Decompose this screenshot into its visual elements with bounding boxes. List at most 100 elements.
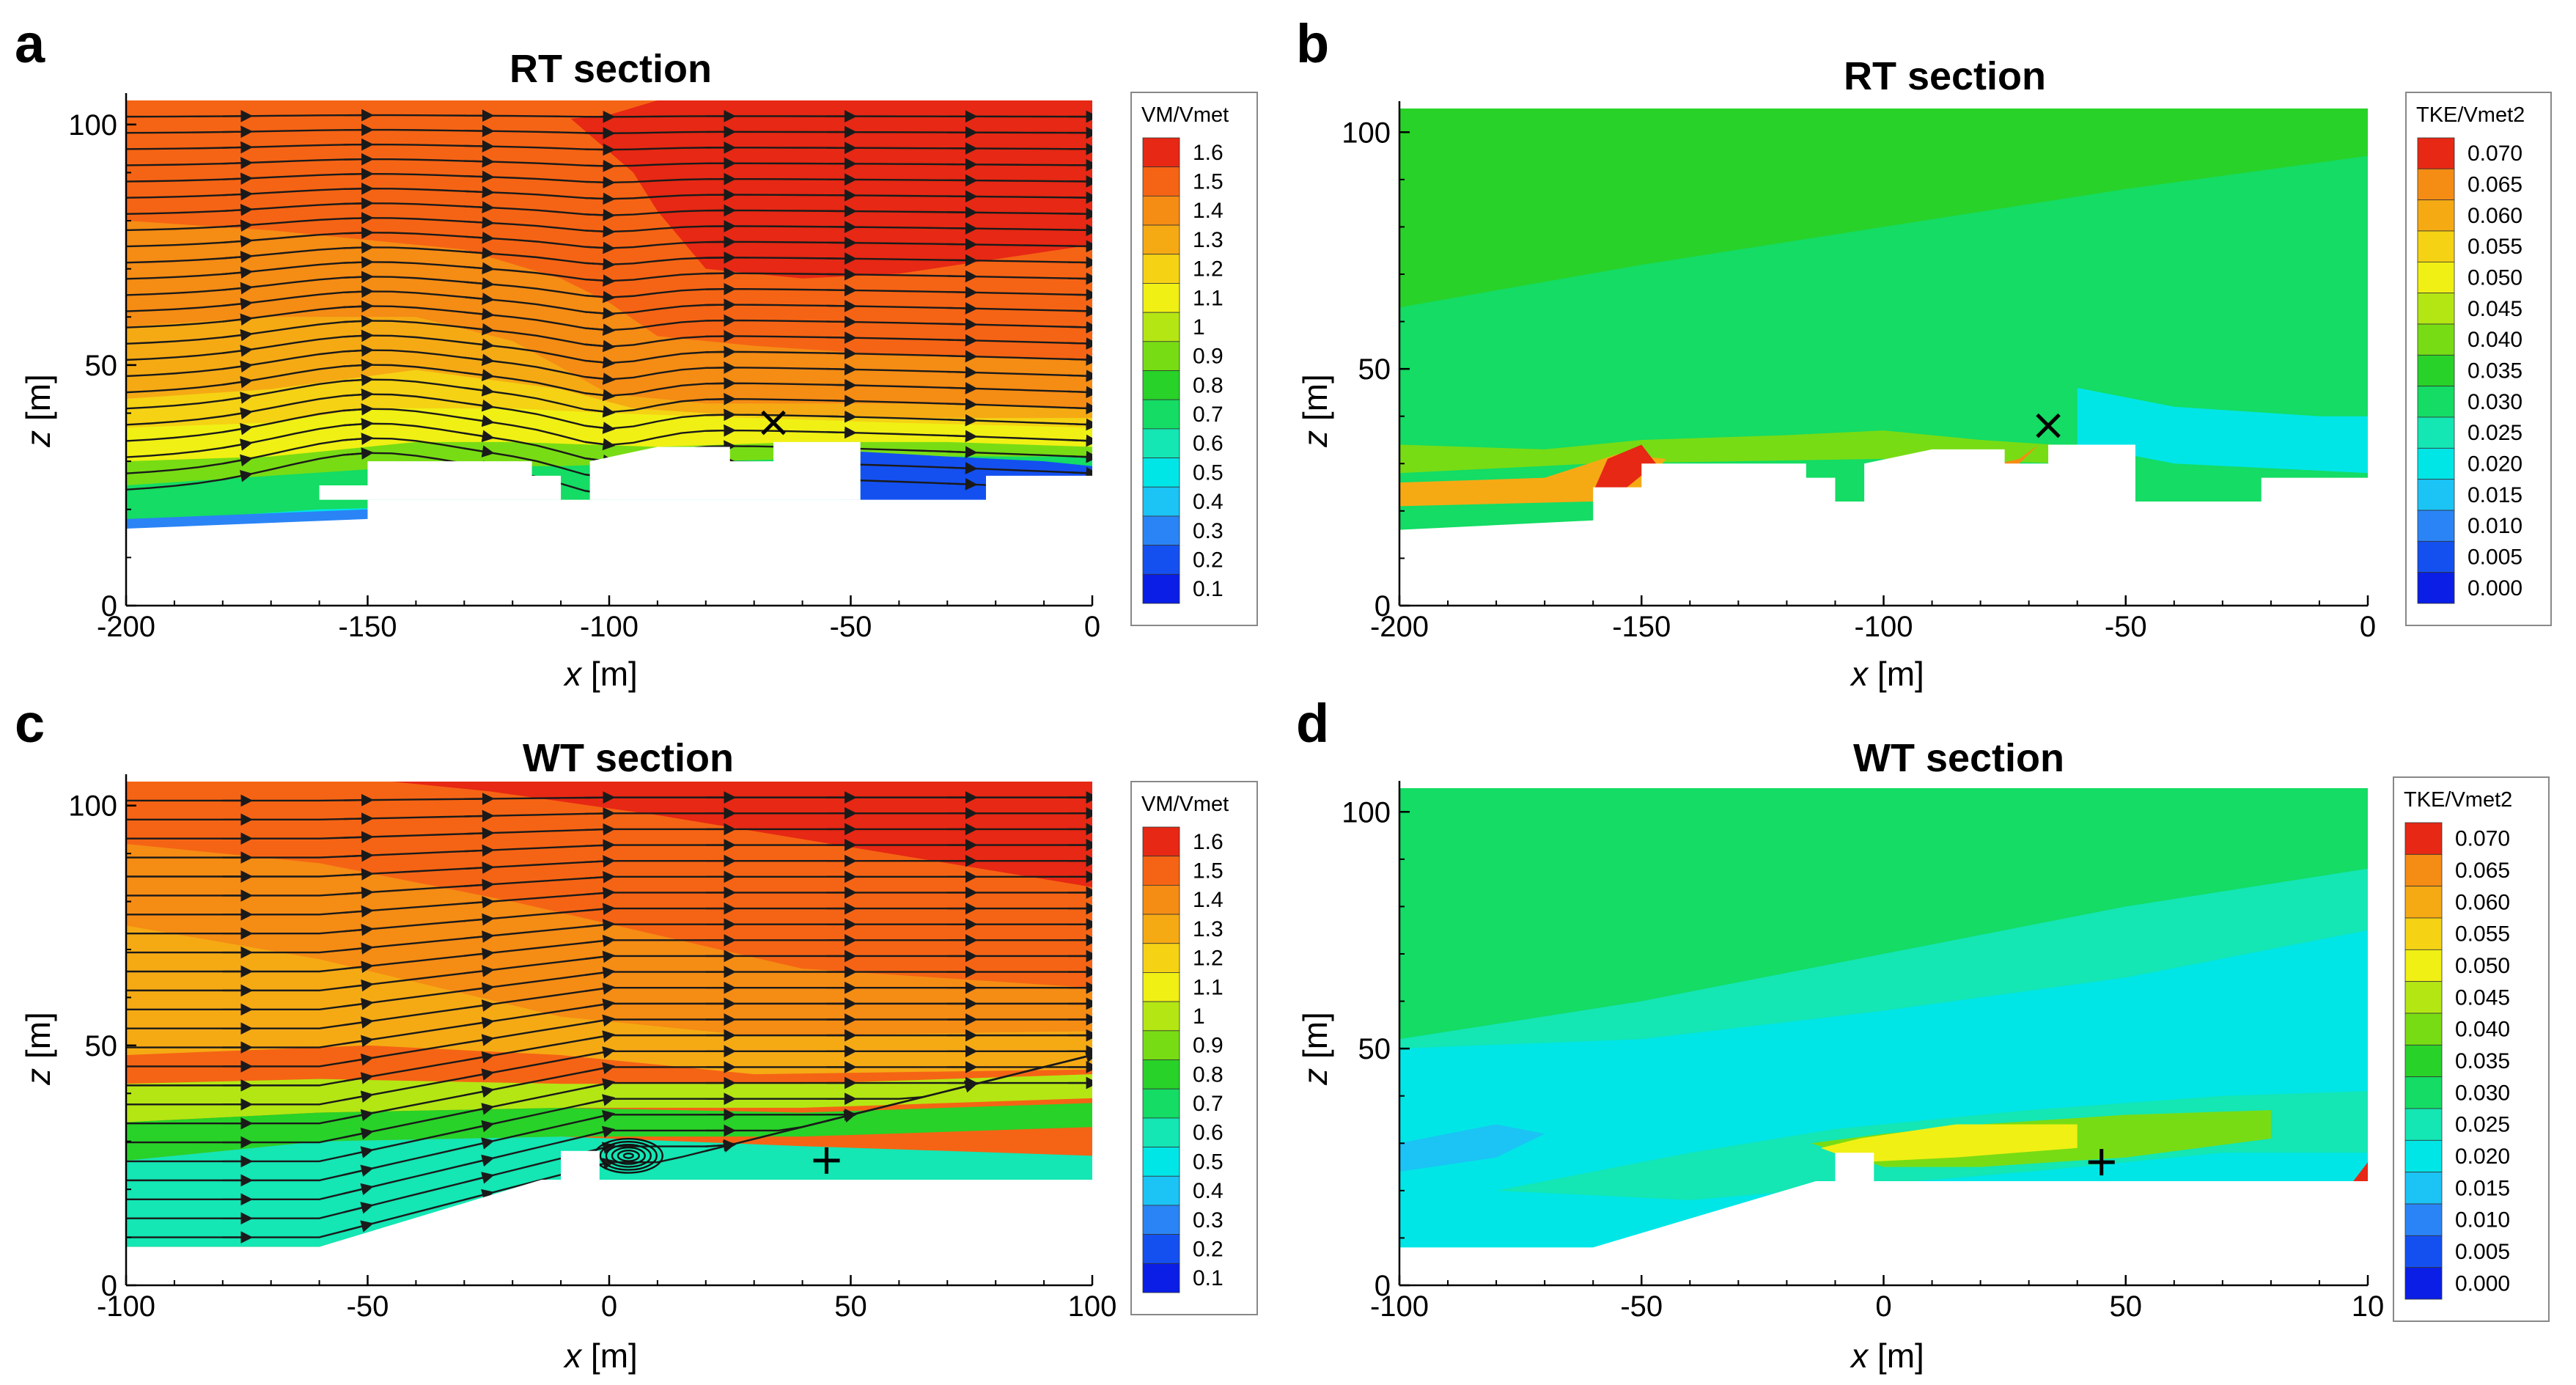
streamline-arrow <box>464 231 495 244</box>
streamline-arrow <box>222 407 254 420</box>
streamline-arrow <box>584 290 616 304</box>
panel-letter-b: b <box>1296 13 1329 74</box>
vortex-ring <box>622 1152 634 1159</box>
panel-letter-d: d <box>1296 693 1329 754</box>
streamline-arrow <box>343 403 374 416</box>
legend-label: 0.1 <box>1193 577 1223 601</box>
y-tick-label: 50 <box>85 1030 118 1062</box>
legend-swatch <box>2404 1139 2443 1173</box>
y-axis-label: z [m] <box>1296 1012 1334 1086</box>
streamline-arrow <box>343 241 374 254</box>
legend-swatch <box>1142 195 1180 226</box>
legend-label: 1.5 <box>1193 170 1223 194</box>
x-tick-label: 10 <box>2352 1290 2385 1323</box>
streamline-arrow <box>584 438 616 451</box>
streamline-arrow <box>584 903 616 916</box>
legend-swatch <box>1142 1001 1180 1032</box>
legend-swatch <box>2417 168 2455 201</box>
legend-label: 0.1 <box>1193 1266 1223 1290</box>
panel-a: a RT section -200 -150 -100 -50 0 0 50 100 x [m]… <box>15 13 1258 693</box>
streamline-arrow <box>222 438 254 451</box>
streamline-arrow <box>343 1035 374 1048</box>
x-tick-label: -100 <box>1370 1290 1429 1323</box>
streamline-arrow <box>584 1078 616 1090</box>
streamline-arrow <box>584 241 616 254</box>
streamline-arrow <box>584 966 616 980</box>
x-tick-label: -200 <box>97 611 155 643</box>
x-tick-label: -100 <box>97 1290 155 1323</box>
legend-swatch <box>2417 540 2455 573</box>
streamline-arrow <box>464 140 495 153</box>
streamline-arrow <box>343 905 374 918</box>
streamline-arrow <box>584 950 616 963</box>
streamline-arrow <box>464 965 495 977</box>
streamline-arrow <box>222 345 254 357</box>
legend-label: 1.4 <box>1193 888 1223 912</box>
streamline-arrow <box>584 1109 616 1123</box>
streamline-arrow <box>584 389 616 402</box>
legend-label: 1 <box>1193 315 1205 339</box>
legend-label: 1.3 <box>1193 917 1223 941</box>
legend-swatch <box>1142 283 1180 313</box>
legend-label: 0.010 <box>2468 514 2522 538</box>
streamline-arrow <box>464 827 495 840</box>
streamline-arrow <box>584 1046 616 1059</box>
y-axis-unit: [m] <box>19 1012 57 1068</box>
legend-swatch <box>2404 917 2443 950</box>
streamline-arrow <box>343 359 374 372</box>
probe-marker-plus <box>813 1147 840 1174</box>
legend-label: 0.9 <box>1193 345 1223 369</box>
streamline-arrow <box>343 1016 374 1029</box>
building <box>561 1150 600 1180</box>
streamline-arrow <box>343 942 374 955</box>
legend-label: 1.6 <box>1193 141 1223 165</box>
legend-swatch <box>1142 914 1180 944</box>
panel-title-b: RT section <box>1844 54 2046 98</box>
streamline-arrow <box>222 251 254 263</box>
x-axis-label: x [m] <box>563 655 638 693</box>
streamline-arrow <box>343 388 374 401</box>
streamline-arrow <box>343 1220 374 1232</box>
x-tick-label: -50 <box>830 611 872 643</box>
streamline-arrow <box>222 328 254 342</box>
streamline-arrow <box>464 1051 495 1064</box>
legend-label: 0.045 <box>2455 985 2510 1010</box>
streamline-arrow <box>584 855 616 868</box>
legend-label: 0.070 <box>2468 142 2522 166</box>
streamline-arrow <box>464 246 495 260</box>
legend-swatch <box>2417 479 2455 511</box>
legend-swatch <box>2404 1044 2443 1078</box>
legend-swatch <box>1142 972 1180 1002</box>
streamline-arrow <box>826 426 857 439</box>
streamline-arrow <box>343 1146 374 1158</box>
y-axis-label: z [m] <box>1296 374 1334 448</box>
streamline-arrow <box>947 382 978 394</box>
streamline-arrow <box>463 1189 495 1202</box>
streamline-arrow <box>584 339 616 353</box>
streamline-arrow <box>705 392 737 405</box>
streamline-arrow <box>1068 353 1092 366</box>
streamline-arrow <box>585 823 616 836</box>
x-axis-unit: [m] <box>1868 1337 1924 1375</box>
legend-label: 0.035 <box>2455 1049 2510 1073</box>
streamline-arrow <box>464 170 495 183</box>
y-axis-unit: [m] <box>1296 374 1334 430</box>
contour-band <box>2353 1162 2368 1181</box>
legend-swatch <box>2404 853 2443 887</box>
y-axis-label: z [m] <box>19 374 57 448</box>
legend-swatch <box>2417 199 2455 232</box>
colorbar-legend: TKE/Vmet2 0.070 0.065 0.060 0.055 0.050 0.045 0… <box>2405 92 2552 626</box>
legend-label: 0.030 <box>2468 390 2522 414</box>
legend-label: 1 <box>1193 1004 1205 1029</box>
legend-label: 0.5 <box>1193 1150 1223 1174</box>
legend-label: 1.1 <box>1193 975 1223 999</box>
legend-label: 0.045 <box>2468 297 2522 321</box>
legend-swatch <box>2417 230 2455 262</box>
streamline-arrow <box>1068 370 1092 383</box>
x-tick-label: 50 <box>834 1290 867 1323</box>
legend-swatch <box>1142 399 1180 430</box>
streamline-arrow <box>343 979 374 992</box>
streamline-arrow <box>464 414 495 427</box>
contour-band <box>1820 1124 2078 1163</box>
